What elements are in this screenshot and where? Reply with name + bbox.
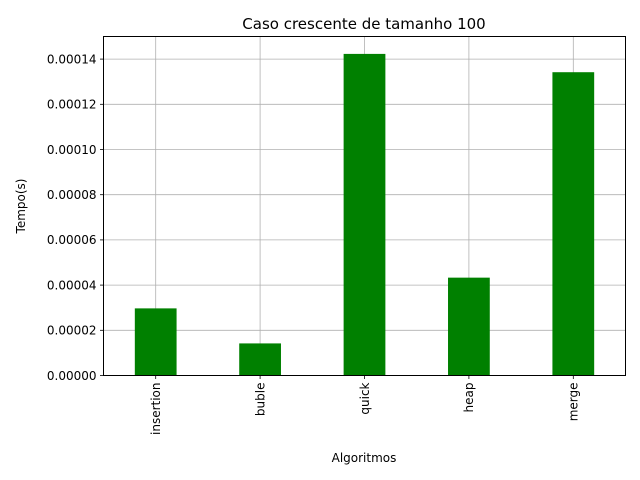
- y-tick-label: 0.00000: [47, 369, 97, 383]
- y-tick-label: 0.00004: [47, 278, 97, 292]
- chart-title: Caso crescente de tamanho 100: [242, 15, 485, 33]
- x-tick-label: heap: [462, 383, 476, 413]
- x-tick-label: insertion: [149, 383, 163, 436]
- bars-layer: [134, 53, 595, 376]
- y-axis-label: Tempo(s): [14, 179, 28, 235]
- bar-merge: [552, 72, 595, 376]
- y-tick-label: 0.00008: [47, 188, 97, 202]
- x-axis-label: Algoritmos: [332, 451, 397, 465]
- bar-heap: [448, 277, 490, 376]
- x-tick-label: merge: [567, 383, 581, 422]
- y-axis-ticks: 0.00000 0.00002 0.00004 0.00006 0.00008 0.000…: [47, 52, 104, 383]
- y-tick-label: 0.00012: [47, 98, 97, 112]
- y-tick-label: 0.00014: [47, 52, 97, 66]
- x-tick-label: quick: [358, 382, 372, 414]
- y-tick-label: 0.00010: [47, 143, 97, 157]
- y-tick-label: 0.00002: [47, 324, 97, 338]
- bar-insertion: [134, 308, 177, 376]
- x-axis-ticks: insertion buble quick heap merge: [149, 375, 581, 436]
- x-tick-label: buble: [253, 383, 267, 417]
- y-tick-label: 0.00006: [47, 233, 97, 247]
- bar-buble: [239, 343, 281, 376]
- bar-quick: [343, 53, 386, 376]
